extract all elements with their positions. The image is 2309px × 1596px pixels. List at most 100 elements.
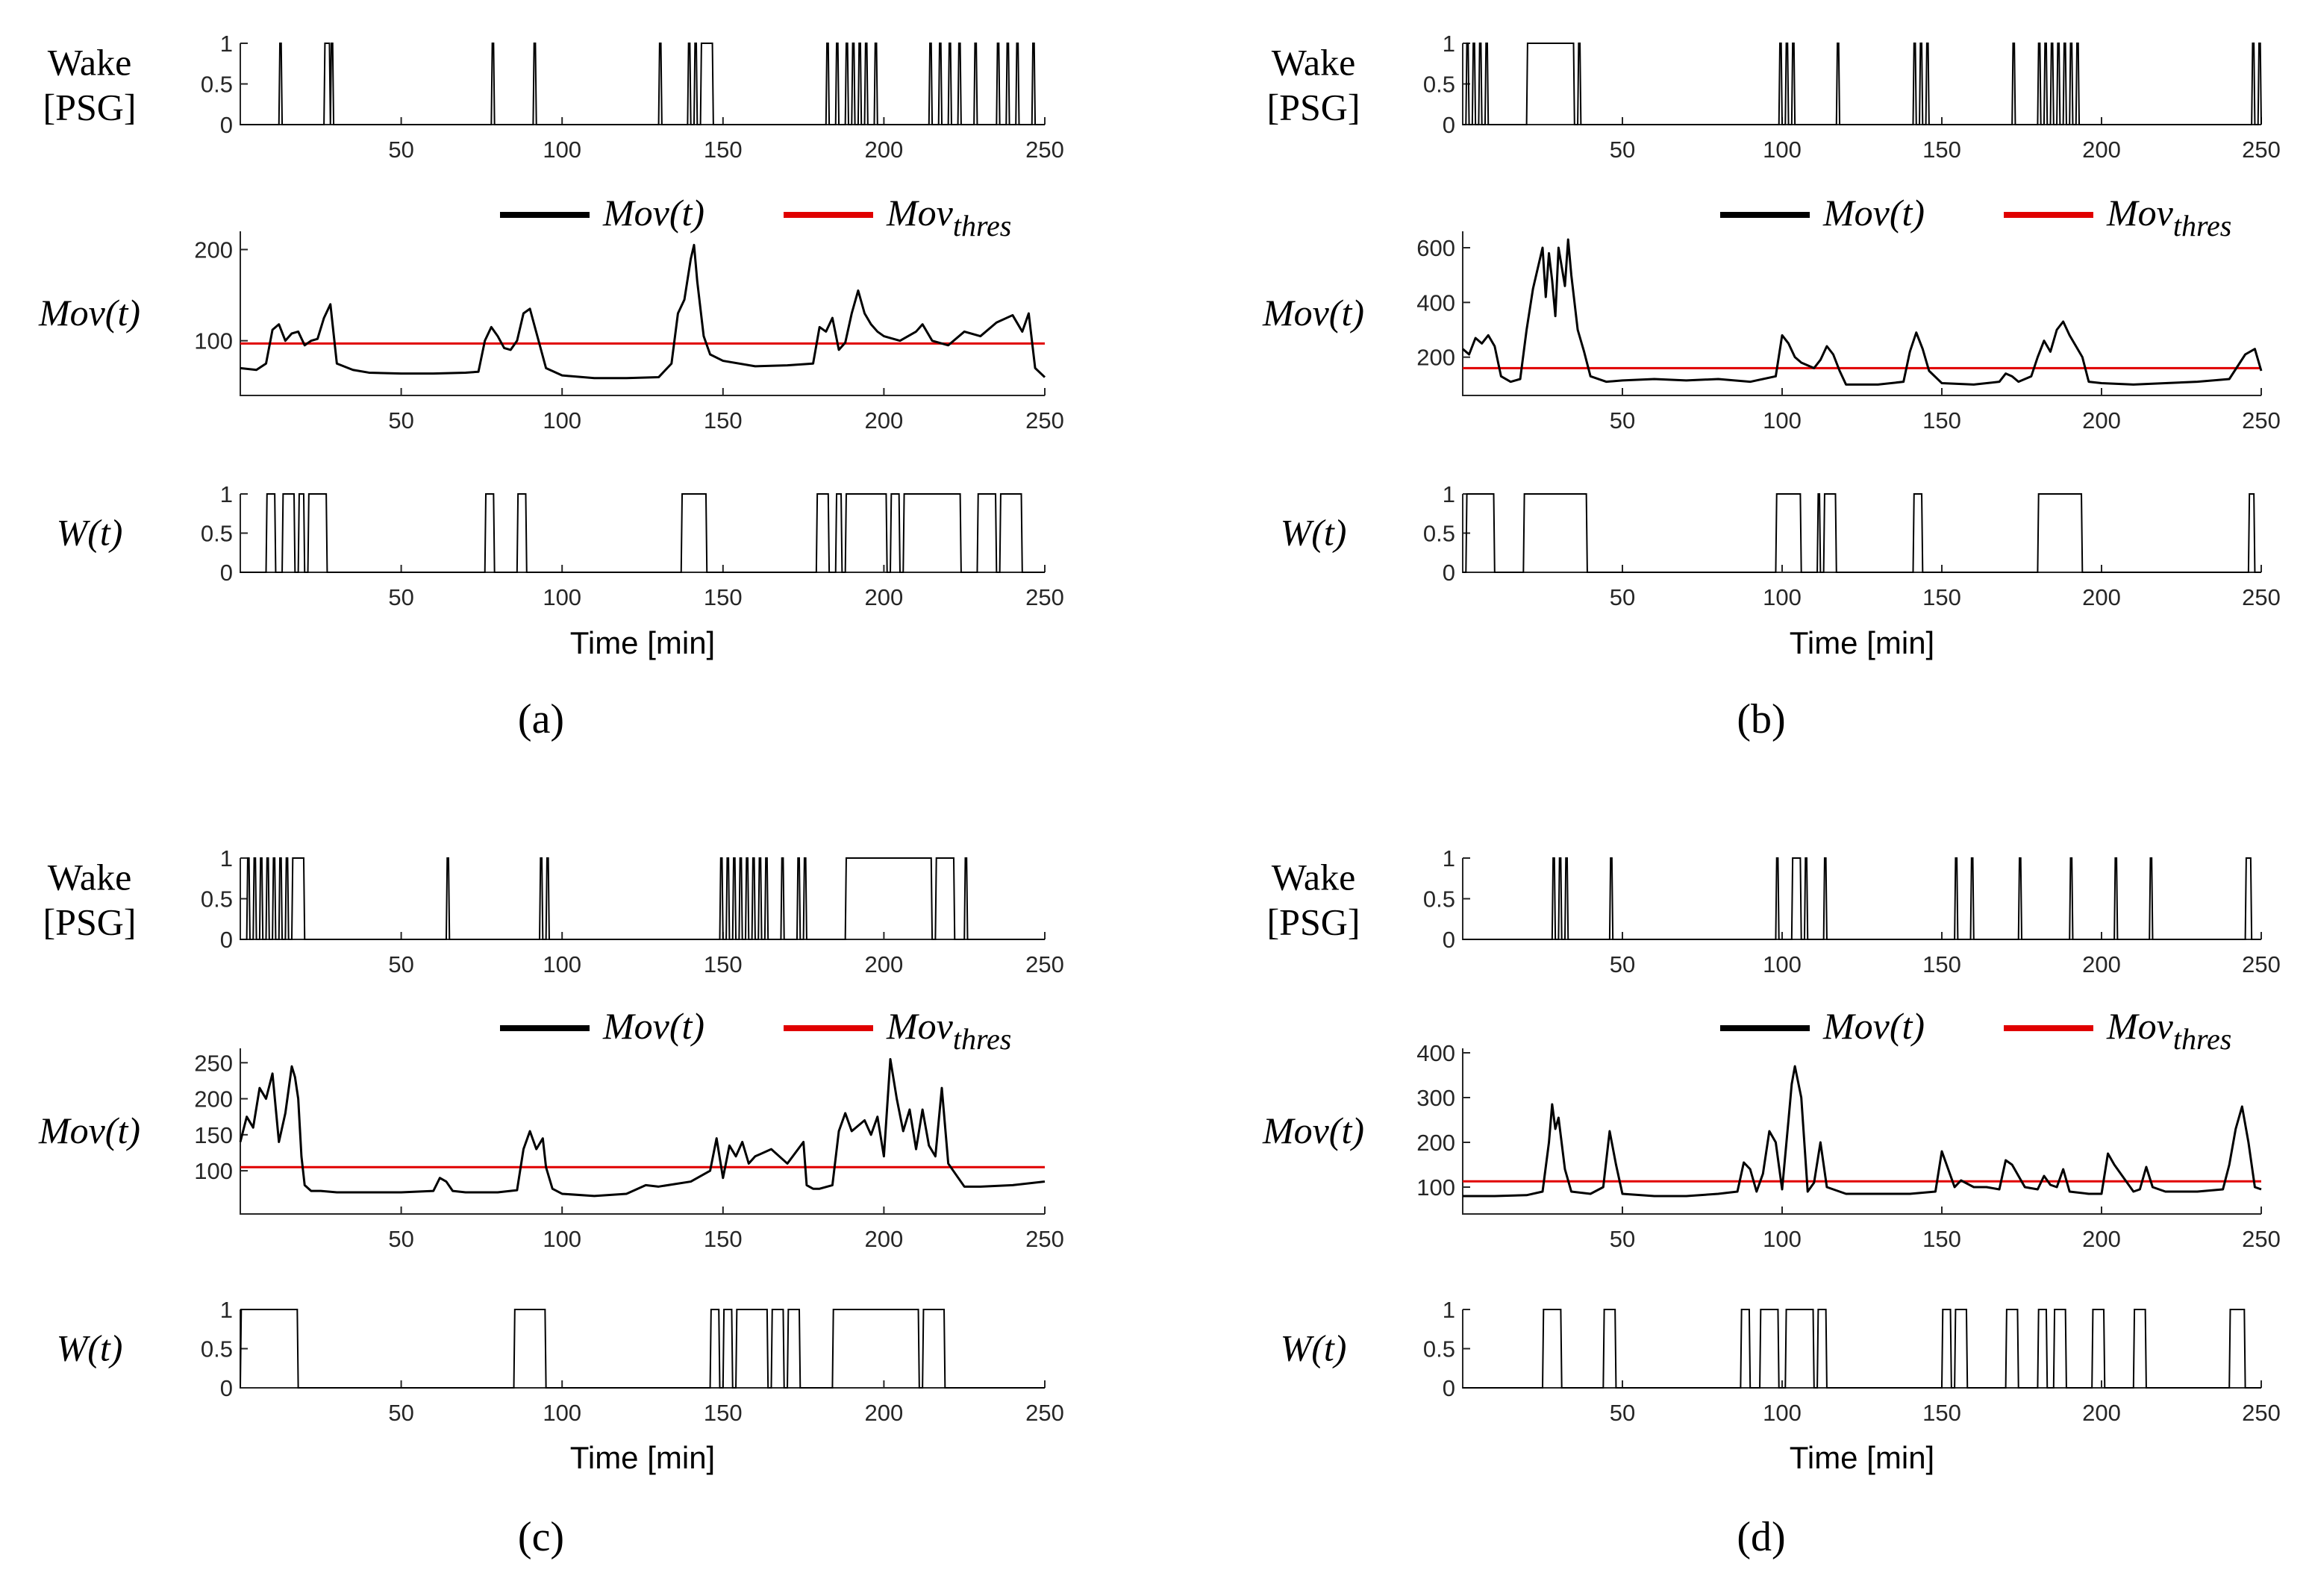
- wake-psg-y-tick-label: 1: [220, 845, 233, 871]
- mov-x-tick-label: 150: [1922, 1226, 1961, 1252]
- wake-psg-subplot: 50 100 150 200 250 0 0.5 1 Wake[PSG]: [43, 845, 1063, 977]
- mov-series-line: [1463, 1065, 2262, 1198]
- mov-x-tick-label: 150: [1922, 407, 1961, 434]
- wake-psg-series: [1463, 43, 2262, 125]
- x-axis-label: Time [min]: [570, 625, 715, 660]
- w-x-tick-label: 250: [1025, 1400, 1064, 1426]
- legend-thres-base: Mov: [2106, 1005, 2174, 1047]
- mov-x-tick-label: 150: [704, 407, 743, 434]
- w-row-label: W(t): [57, 512, 123, 554]
- wake-psg-x-tick-label: 250: [2242, 951, 2281, 977]
- w-y-tick-label: 0: [220, 560, 233, 586]
- wake-psg-x-tick-label: 50: [1610, 137, 1635, 163]
- panel-label: (b): [1737, 696, 1785, 742]
- wake-psg-x-tick-label: 150: [704, 137, 743, 163]
- mov-y-tick-label: 200: [194, 237, 233, 263]
- mov-subplot: 50 100 150 200 250 100 200 Mov(t) Mov(t) Movthres: [38, 192, 1064, 434]
- mov-y-tick-label: 600: [1416, 235, 1455, 261]
- wake-psg-series: [240, 857, 1045, 940]
- wake-psg-y-tick-label: 1: [1443, 31, 1455, 57]
- w-x-tick-label: 100: [543, 1400, 581, 1426]
- psg-row-label: [PSG]: [43, 87, 136, 128]
- w-x-tick-label: 50: [388, 1400, 413, 1426]
- wake-psg-x-tick-label: 50: [388, 137, 413, 163]
- mov-row-label: Mov(t): [38, 292, 140, 334]
- w-series: [240, 1309, 1045, 1389]
- wake-psg-x-tick-label: 250: [1025, 951, 1064, 977]
- mov-y-tick-label: 100: [1416, 1174, 1455, 1201]
- legend-thres-sub: thres: [2173, 1022, 2232, 1056]
- mov-subplot: 50 100 150 200 250 200 400 600 Mov(t) Mov(t) Movth…: [1262, 192, 2281, 434]
- mov-x-tick-label: 50: [1610, 407, 1635, 434]
- wake-psg-x-tick-label: 50: [1610, 951, 1635, 977]
- wake-row-label: Wake: [48, 42, 132, 84]
- legend-thres-sub: thres: [953, 209, 1012, 242]
- wake-psg-axes: [240, 858, 1045, 940]
- w-subplot: 50 100 150 200 250 0 0.5 1 W(t): [1281, 481, 2281, 610]
- w-y-tick-label: 1: [1443, 481, 1455, 507]
- wake-psg-x-tick-label: 200: [2082, 951, 2121, 977]
- mov-y-tick-label: 150: [194, 1122, 233, 1148]
- wake-psg-y-tick-label: 0.5: [201, 72, 233, 98]
- w-row-label: W(t): [1281, 512, 1347, 554]
- mov-y-tick-label: 400: [1416, 290, 1455, 316]
- w-x-tick-label: 150: [704, 584, 743, 610]
- wake-psg-subplot: 50 100 150 200 250 0 0.5 1 Wake[PSG]: [1266, 31, 2280, 163]
- w-x-tick-label: 100: [1763, 584, 1802, 610]
- w-subplot: 50 100 150 200 250 0 0.5 1 W(t): [1281, 1297, 2281, 1426]
- wake-psg-y-tick-label: 0.5: [1423, 886, 1455, 913]
- mov-x-tick-label: 250: [2242, 407, 2281, 434]
- wake-psg-y-tick-label: 0.5: [201, 886, 233, 913]
- mov-x-tick-label: 150: [704, 1226, 743, 1252]
- mov-axes: [240, 1048, 1045, 1215]
- w-y-tick-label: 1: [220, 481, 233, 507]
- wake-psg-x-tick-label: 150: [704, 951, 743, 977]
- mov-y-tick-label: 200: [1416, 1130, 1455, 1156]
- legend-thres-label: Movthres: [886, 192, 1011, 242]
- mov-y-tick-label: 400: [1416, 1040, 1455, 1066]
- legend-thres-sub: thres: [953, 1022, 1012, 1056]
- x-axis-label: Time [min]: [1790, 1440, 1934, 1475]
- wake-psg-x-tick-label: 200: [865, 137, 904, 163]
- legend-mov-label: Mov(t): [602, 192, 704, 234]
- legend-mov-label: Mov(t): [1822, 1005, 1925, 1047]
- mov-axes: [1462, 231, 2261, 396]
- w-axes: [240, 494, 1045, 573]
- w-y-tick-label: 0.5: [201, 1336, 233, 1362]
- mov-x-tick-label: 250: [2242, 1226, 2281, 1252]
- w-series: [1463, 493, 2261, 573]
- legend-thres-label: Movthres: [886, 1005, 1011, 1056]
- w-series: [1463, 1309, 2261, 1389]
- mov-subplot: 50 100 150 200 250 100 200 300 400 Mov(t) Mov(t) Mo…: [1262, 1005, 2281, 1252]
- w-x-tick-label: 200: [865, 584, 904, 610]
- x-axis-label: Time [min]: [570, 1440, 715, 1475]
- w-y-tick-label: 1: [220, 1297, 233, 1323]
- wake-row-label: Wake: [1272, 857, 1356, 898]
- mov-x-tick-label: 100: [1763, 1226, 1802, 1252]
- wake-psg-y-tick-label: 0: [220, 112, 233, 138]
- wake-psg-x-tick-label: 100: [1763, 137, 1802, 163]
- w-x-tick-label: 100: [543, 584, 581, 610]
- w-axes: [1462, 1309, 2261, 1389]
- wake-psg-x-tick-label: 250: [2242, 137, 2281, 163]
- mov-series-line: [239, 1057, 1046, 1198]
- w-y-tick-label: 0: [1443, 1375, 1455, 1401]
- wake-psg-series: [240, 43, 1045, 125]
- mov-row-label: Mov(t): [1262, 1110, 1364, 1151]
- wake-psg-y-tick-label: 0: [220, 927, 233, 953]
- mov-x-tick-label: 200: [2082, 407, 2121, 434]
- mov-x-tick-label: 250: [1025, 407, 1064, 434]
- mov-y-tick-label: 300: [1416, 1085, 1455, 1111]
- w-y-tick-label: 0: [1443, 560, 1455, 586]
- w-x-tick-label: 150: [1922, 584, 1961, 610]
- wake-psg-x-tick-label: 100: [543, 951, 581, 977]
- wake-psg-y-tick-label: 1: [1443, 845, 1455, 871]
- wake-psg-x-tick-label: 200: [865, 951, 904, 977]
- psg-row-label: [PSG]: [1266, 87, 1360, 128]
- mov-x-tick-label: 50: [1610, 1226, 1635, 1252]
- mov-x-tick-label: 200: [2082, 1226, 2121, 1252]
- wake-psg-y-tick-label: 0.5: [1423, 72, 1455, 98]
- wake-psg-y-tick-label: 0: [1443, 927, 1455, 953]
